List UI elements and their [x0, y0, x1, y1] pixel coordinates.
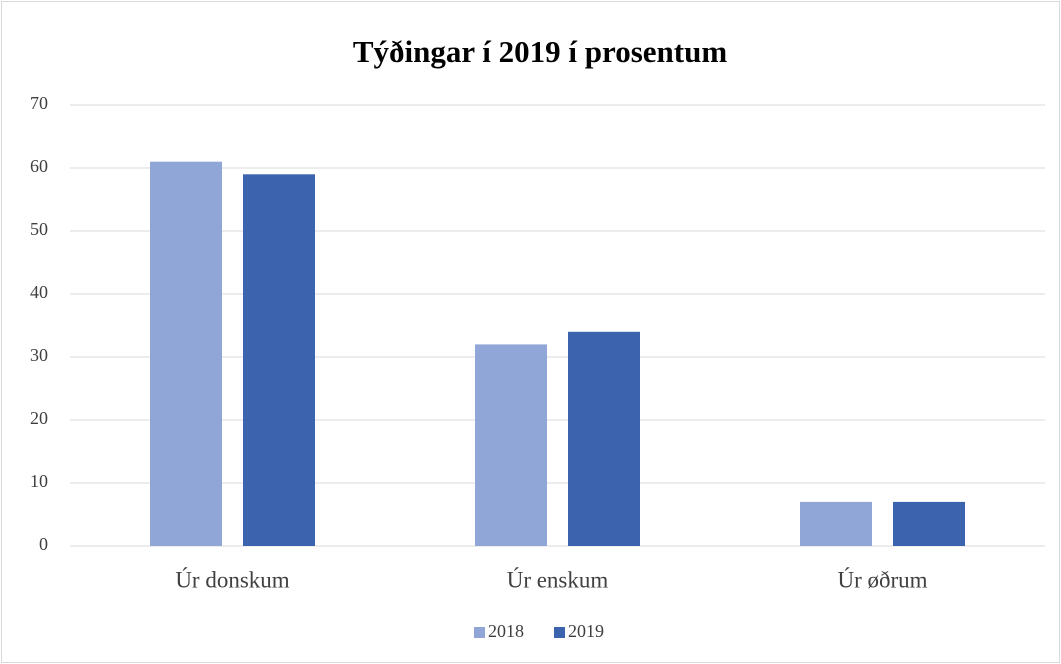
legend-label: 2019: [568, 621, 604, 641]
bar: [243, 174, 315, 547]
x-tick-label: Úr øðrum: [837, 566, 927, 592]
bar: [800, 501, 872, 546]
y-tick-label: 70: [30, 93, 48, 113]
legend-swatch: [554, 627, 565, 638]
legend-label: 2018: [488, 621, 524, 641]
bar: [475, 344, 547, 546]
x-tick-label: Úr donskum: [175, 566, 289, 592]
bar: [150, 161, 222, 546]
y-tick-label: 60: [30, 156, 48, 176]
y-tick-label: 20: [30, 408, 48, 428]
y-tick-label: 30: [30, 345, 48, 365]
legend-swatch: [474, 627, 485, 638]
chart-title: Týðingar í 2019 í prosentum: [353, 34, 728, 69]
y-tick-label: 10: [30, 471, 48, 491]
y-tick-label: 40: [30, 282, 48, 302]
y-tick-label: 50: [30, 219, 48, 239]
bar: [893, 501, 965, 546]
bar: [568, 331, 640, 546]
x-tick-label: Úr enskum: [507, 566, 609, 592]
y-tick-label: 0: [39, 534, 48, 554]
